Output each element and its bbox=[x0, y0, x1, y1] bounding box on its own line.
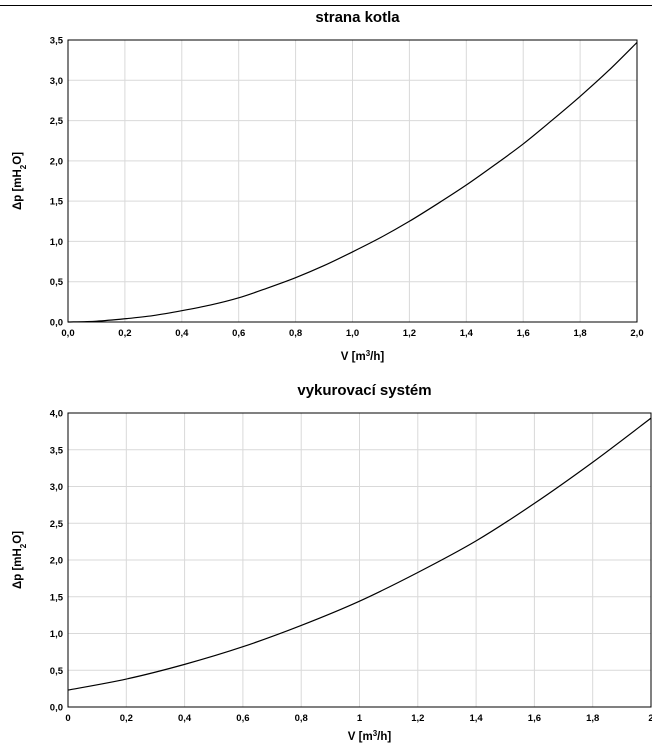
y-tick-label: 3,5 bbox=[50, 445, 64, 456]
x-tick-label: 1,8 bbox=[586, 713, 599, 724]
chart-2: vykurovací systém 0 0,2 0,4 0,6 0,8 1 1,2 1,4 1,6… bbox=[12, 382, 652, 743]
x-tick-label: 0,6 bbox=[236, 713, 249, 724]
x-tick-label: 2 bbox=[648, 713, 652, 724]
x-tick-label: 2,0 bbox=[630, 328, 643, 339]
x-tick-label: 0,2 bbox=[120, 713, 133, 724]
chart-1: strana kotla 0,0 0,2 0,4 0,6 0,8 1,0 1,2 1,4 1,6 1… bbox=[12, 9, 644, 363]
y-tick-label: 1,0 bbox=[50, 629, 63, 640]
y-tick-label: 4,0 bbox=[50, 409, 63, 420]
chart-title: strana kotla bbox=[315, 9, 400, 26]
chart-title: vykurovací systém bbox=[297, 382, 431, 399]
x-tick-label: 1,8 bbox=[573, 328, 586, 339]
x-tick-label: 0 bbox=[65, 713, 70, 724]
y-tick-label: 2,5 bbox=[50, 116, 64, 127]
x-tick-label: 0,0 bbox=[61, 328, 74, 339]
x-axis-label: V [m3/h] bbox=[341, 349, 385, 364]
x-tick-label: 1,2 bbox=[411, 713, 424, 724]
y-tick-label: 0,0 bbox=[50, 318, 63, 329]
x-tick-label: 1 bbox=[357, 713, 363, 724]
x-tick-label: 1,0 bbox=[346, 328, 359, 339]
y-tick-label: 0,0 bbox=[50, 703, 63, 714]
x-axis-label: V [m3/h] bbox=[348, 729, 392, 744]
x-tick-label: 0,8 bbox=[295, 713, 308, 724]
y-tick-label: 2,5 bbox=[50, 519, 64, 530]
x-tick-label: 0,8 bbox=[289, 328, 302, 339]
y-tick-label: 1,5 bbox=[50, 197, 64, 208]
x-tick-label: 1,6 bbox=[517, 328, 530, 339]
plot-area bbox=[67, 39, 638, 323]
series-line-1 bbox=[67, 41, 638, 323]
x-tick-label: 1,4 bbox=[460, 328, 474, 339]
y-tick-label: 1,0 bbox=[50, 237, 63, 248]
y-tick-label: 1,5 bbox=[50, 592, 64, 603]
y-tick-label: 3,5 bbox=[50, 36, 64, 47]
y-tick-label: 2,0 bbox=[50, 556, 63, 567]
x-tick-label: 0,4 bbox=[178, 713, 192, 724]
x-tick-label: 1,4 bbox=[469, 713, 483, 724]
y-tick-label: 0,5 bbox=[50, 666, 64, 677]
y-tick-label: 3,0 bbox=[50, 482, 63, 493]
top-rule bbox=[0, 5, 652, 6]
x-tick-label: 0,2 bbox=[118, 328, 131, 339]
x-tick-label: 1,6 bbox=[528, 713, 541, 724]
y-axis-label: Δp [mH2O] bbox=[12, 152, 28, 210]
series-line-1 bbox=[67, 417, 652, 691]
y-tick-label: 0,5 bbox=[50, 277, 64, 288]
x-tick-label: 1,2 bbox=[403, 328, 416, 339]
x-tick-label: 0,4 bbox=[175, 328, 189, 339]
y-tick-label: 3,0 bbox=[50, 76, 63, 87]
x-tick-label: 0,6 bbox=[232, 328, 245, 339]
y-tick-label: 2,0 bbox=[50, 156, 63, 167]
y-axis-label: Δp [mH2O] bbox=[12, 531, 28, 589]
plot-area bbox=[67, 412, 652, 708]
